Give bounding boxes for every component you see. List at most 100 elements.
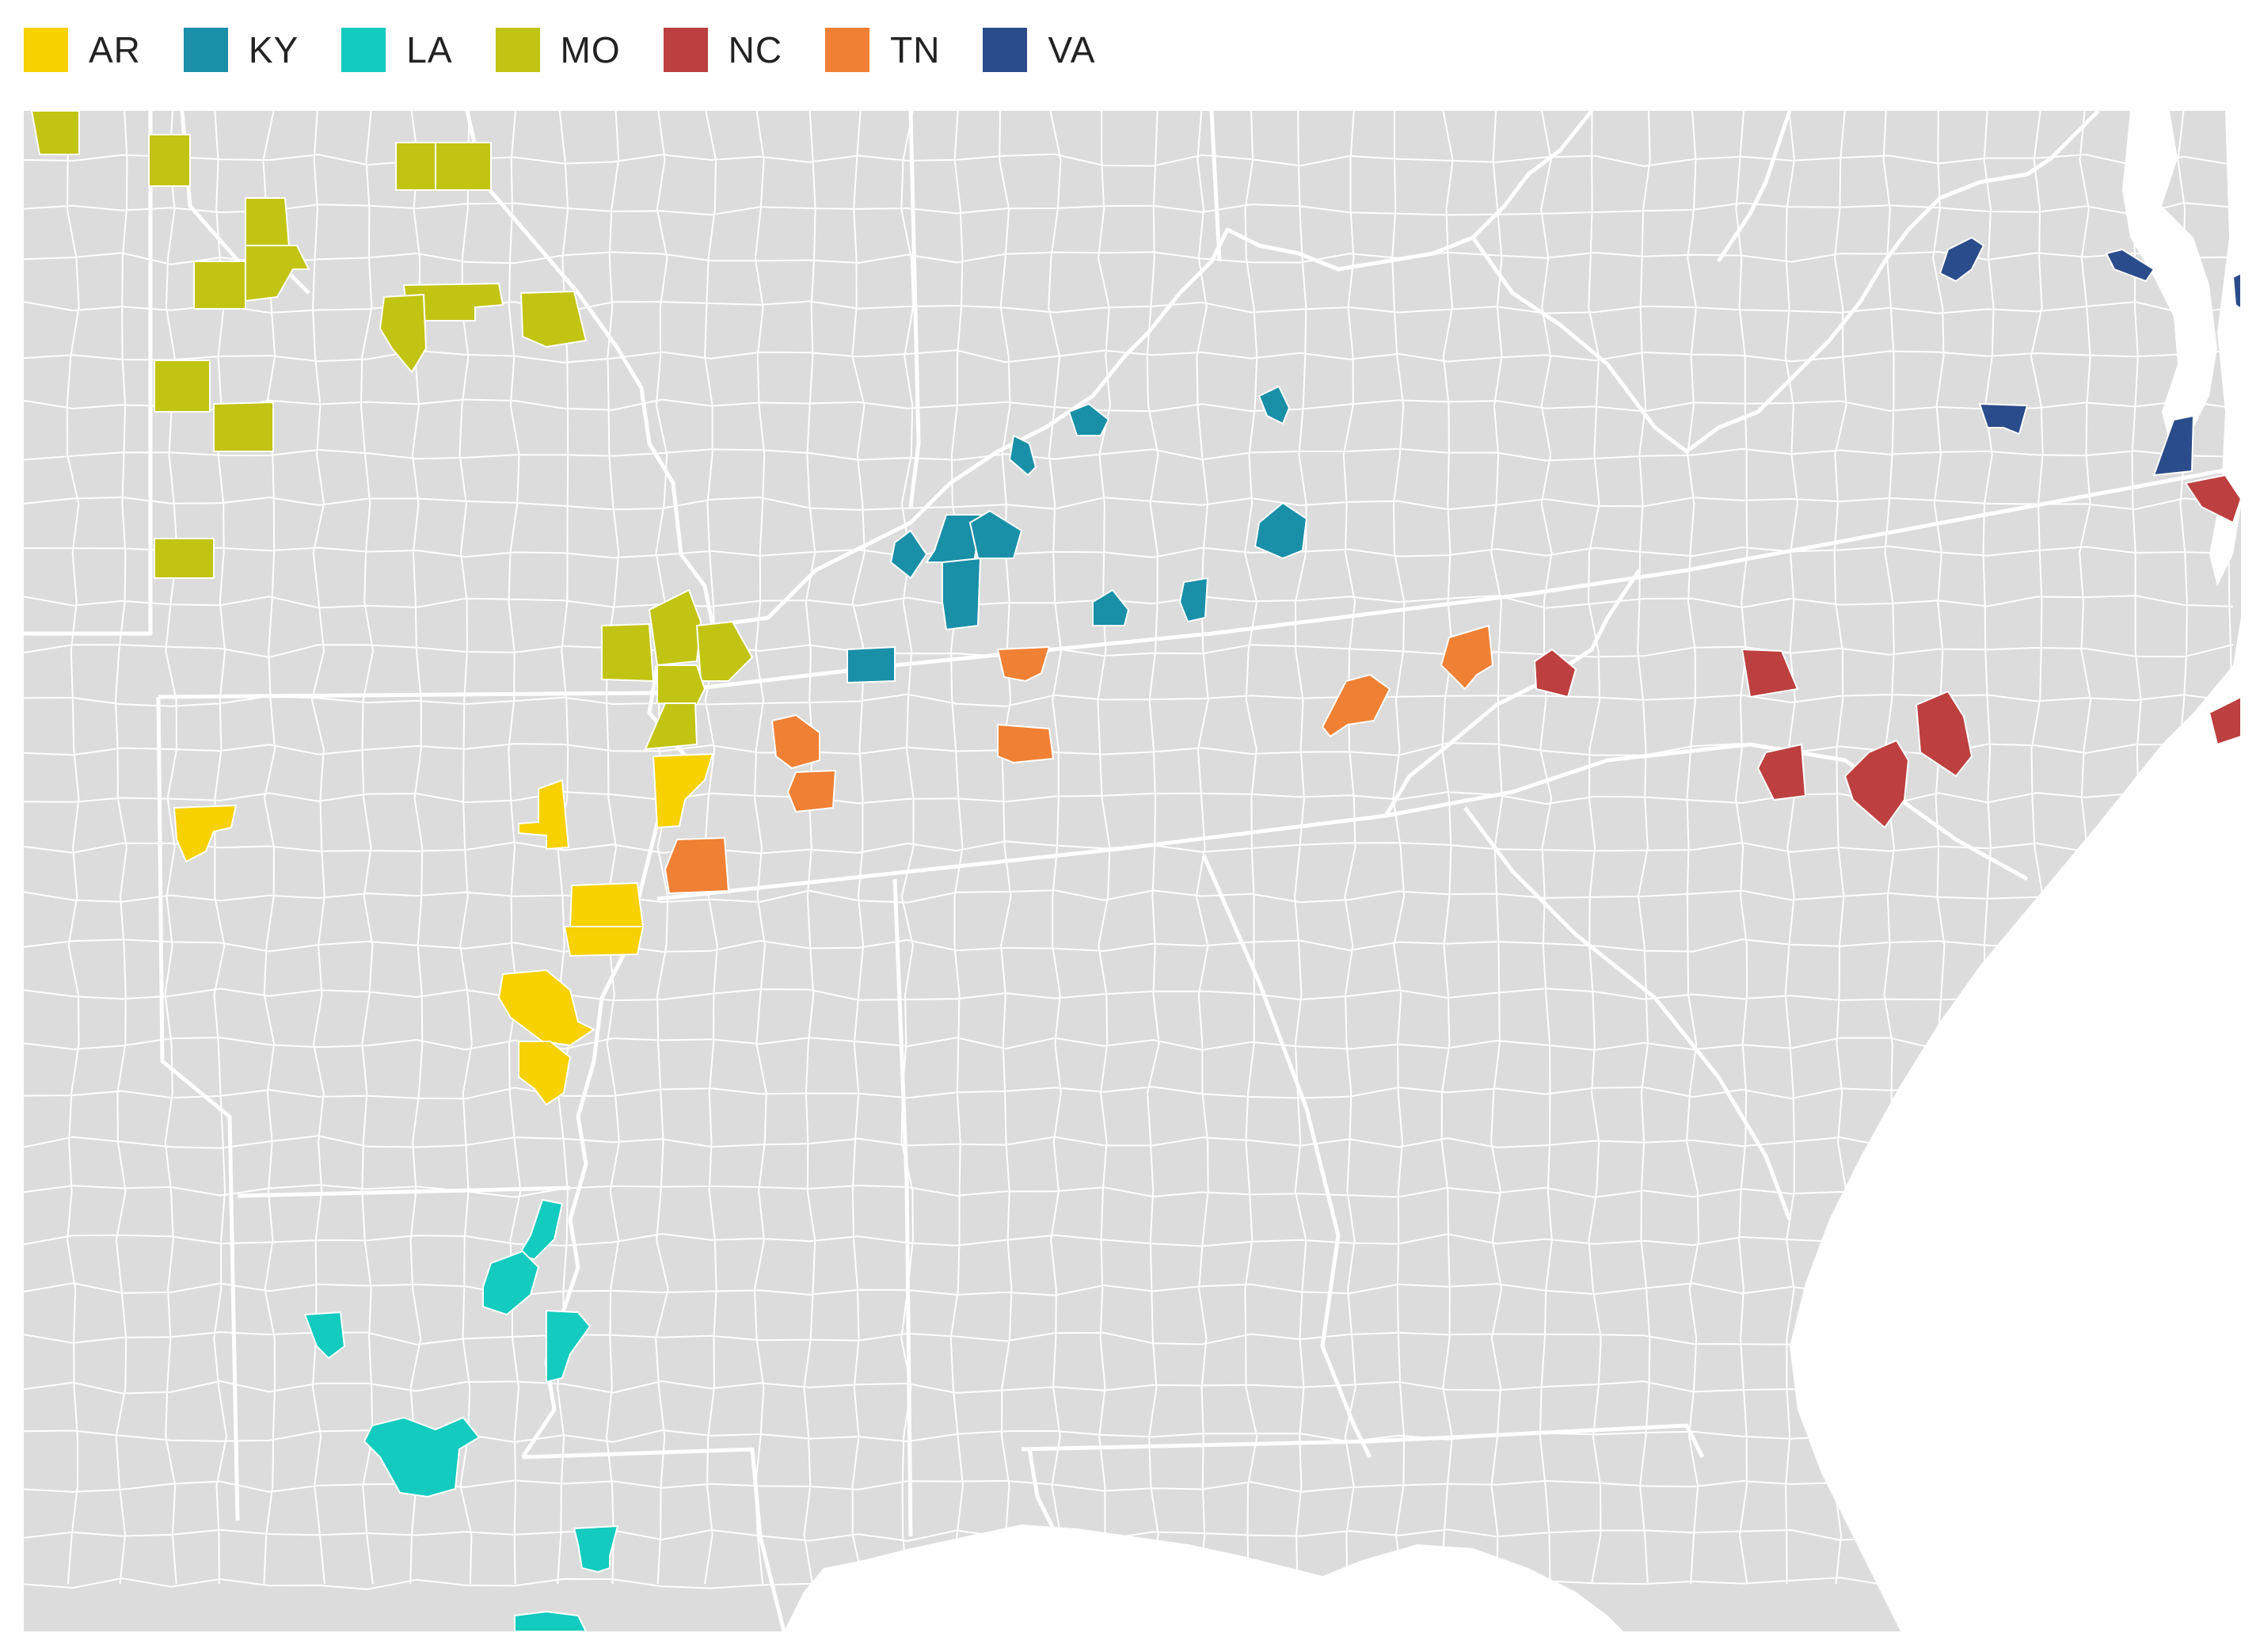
county-border-line xyxy=(1882,111,1895,1585)
county-mo xyxy=(154,360,211,413)
county-border-line xyxy=(1048,111,1063,1585)
atlantic-ocean xyxy=(1790,618,2241,1631)
county-border-line xyxy=(949,111,964,1585)
county-nc xyxy=(2184,474,2241,524)
county-border-line xyxy=(24,595,2234,609)
county-la xyxy=(514,1610,588,1631)
county-la xyxy=(363,1416,481,1498)
county-ar xyxy=(173,804,238,863)
county-tn xyxy=(1321,673,1391,738)
legend-label-va: VA xyxy=(1048,29,1096,70)
county-mo xyxy=(519,290,588,348)
county-border-line xyxy=(114,111,128,1585)
legend-swatch-ky xyxy=(183,28,228,72)
county-ky xyxy=(889,529,928,580)
legend-label-mo: MO xyxy=(560,29,621,70)
county-border-line xyxy=(1440,111,1454,1585)
county-border-line xyxy=(24,693,2234,707)
county-la xyxy=(517,1198,564,1261)
county-border-line xyxy=(24,1135,2234,1149)
legend-label-nc: NC xyxy=(728,29,783,70)
legend-swatch-nc xyxy=(663,28,708,72)
highlighted-counties xyxy=(30,111,2241,1631)
county-border-line xyxy=(851,111,866,1585)
county-border-line xyxy=(24,644,2234,659)
county-border-line xyxy=(24,1380,2234,1395)
legend-swatch-la xyxy=(341,28,386,72)
county-border-line xyxy=(24,1037,2234,1051)
county-border-line xyxy=(2177,111,2190,1585)
county-nc xyxy=(1843,739,1910,829)
county-border-line xyxy=(605,111,620,1585)
county-ar xyxy=(652,752,714,829)
county-border-line xyxy=(655,111,669,1585)
county-border-line xyxy=(1195,111,1209,1585)
county-ar xyxy=(569,881,645,927)
legend-label-ar: AR xyxy=(89,29,141,70)
county-border-line xyxy=(2030,111,2044,1585)
county-border-line xyxy=(508,111,522,1585)
county-border-line xyxy=(66,111,80,1585)
legend-item-ky: KY xyxy=(183,28,299,72)
county-map xyxy=(24,111,2241,1631)
legend-label-tn: TN xyxy=(890,29,941,70)
county-mo xyxy=(245,197,291,246)
county-border-line xyxy=(1539,111,1553,1585)
county-border-line xyxy=(24,1577,2234,1591)
legend-swatch-va xyxy=(983,28,1028,72)
county-border-line xyxy=(2226,111,2240,1585)
county-va xyxy=(2105,248,2155,283)
county-border-line xyxy=(24,545,2234,559)
county-border-line xyxy=(1784,111,1799,1585)
gulf-of-mexico xyxy=(784,1524,1623,1631)
county-tn xyxy=(786,769,837,813)
county-border-line xyxy=(24,988,2234,1002)
county-va xyxy=(1978,402,2029,436)
county-border-line xyxy=(753,111,767,1585)
county-ar xyxy=(497,969,595,1047)
county-mo xyxy=(148,134,191,187)
county-border-line xyxy=(1294,111,1307,1585)
county-ar xyxy=(518,1041,572,1106)
county-border-line xyxy=(24,202,2234,216)
county-tn xyxy=(997,723,1055,764)
legend-item-nc: NC xyxy=(663,28,783,72)
county-la xyxy=(546,1309,592,1384)
county-border-line xyxy=(2079,111,2092,1585)
county-mo xyxy=(154,538,215,579)
chesapeake-bay xyxy=(2122,111,2217,443)
county-border-line xyxy=(24,398,2234,413)
county-ky xyxy=(1092,588,1130,626)
county-ky xyxy=(1067,402,1110,436)
county-border-line xyxy=(213,111,228,1585)
county-border-line xyxy=(24,496,2234,511)
legend-label-la: LA xyxy=(406,29,453,70)
county-border-line xyxy=(1243,111,1258,1585)
county-ky xyxy=(847,645,896,684)
county-la xyxy=(573,1524,619,1574)
county-border-line xyxy=(2129,111,2142,1585)
county-border-line xyxy=(24,250,2234,265)
county-border-line xyxy=(164,111,178,1585)
county-ky xyxy=(1008,434,1037,477)
county-border-line xyxy=(1146,111,1160,1585)
legend-item-va: VA xyxy=(983,28,1095,72)
county-border-line xyxy=(900,111,915,1585)
county-va xyxy=(1939,236,1985,283)
county-mo xyxy=(644,702,698,751)
county-ky xyxy=(968,509,1023,559)
county-border-line xyxy=(1391,111,1406,1585)
county-mo xyxy=(30,111,80,155)
county-border-line xyxy=(24,889,2234,904)
legend-item-mo: MO xyxy=(495,28,621,72)
county-border-line xyxy=(1931,111,1946,1585)
county-nc xyxy=(1741,648,1799,698)
legend-item-ar: AR xyxy=(24,28,141,72)
county-border-line xyxy=(458,111,473,1585)
county-border-line xyxy=(1833,111,1847,1585)
legend-swatch-tn xyxy=(825,28,870,72)
county-tn xyxy=(1440,624,1494,691)
county-ky xyxy=(1257,385,1291,425)
county-border-line xyxy=(24,1479,2234,1493)
county-tn xyxy=(664,836,730,895)
